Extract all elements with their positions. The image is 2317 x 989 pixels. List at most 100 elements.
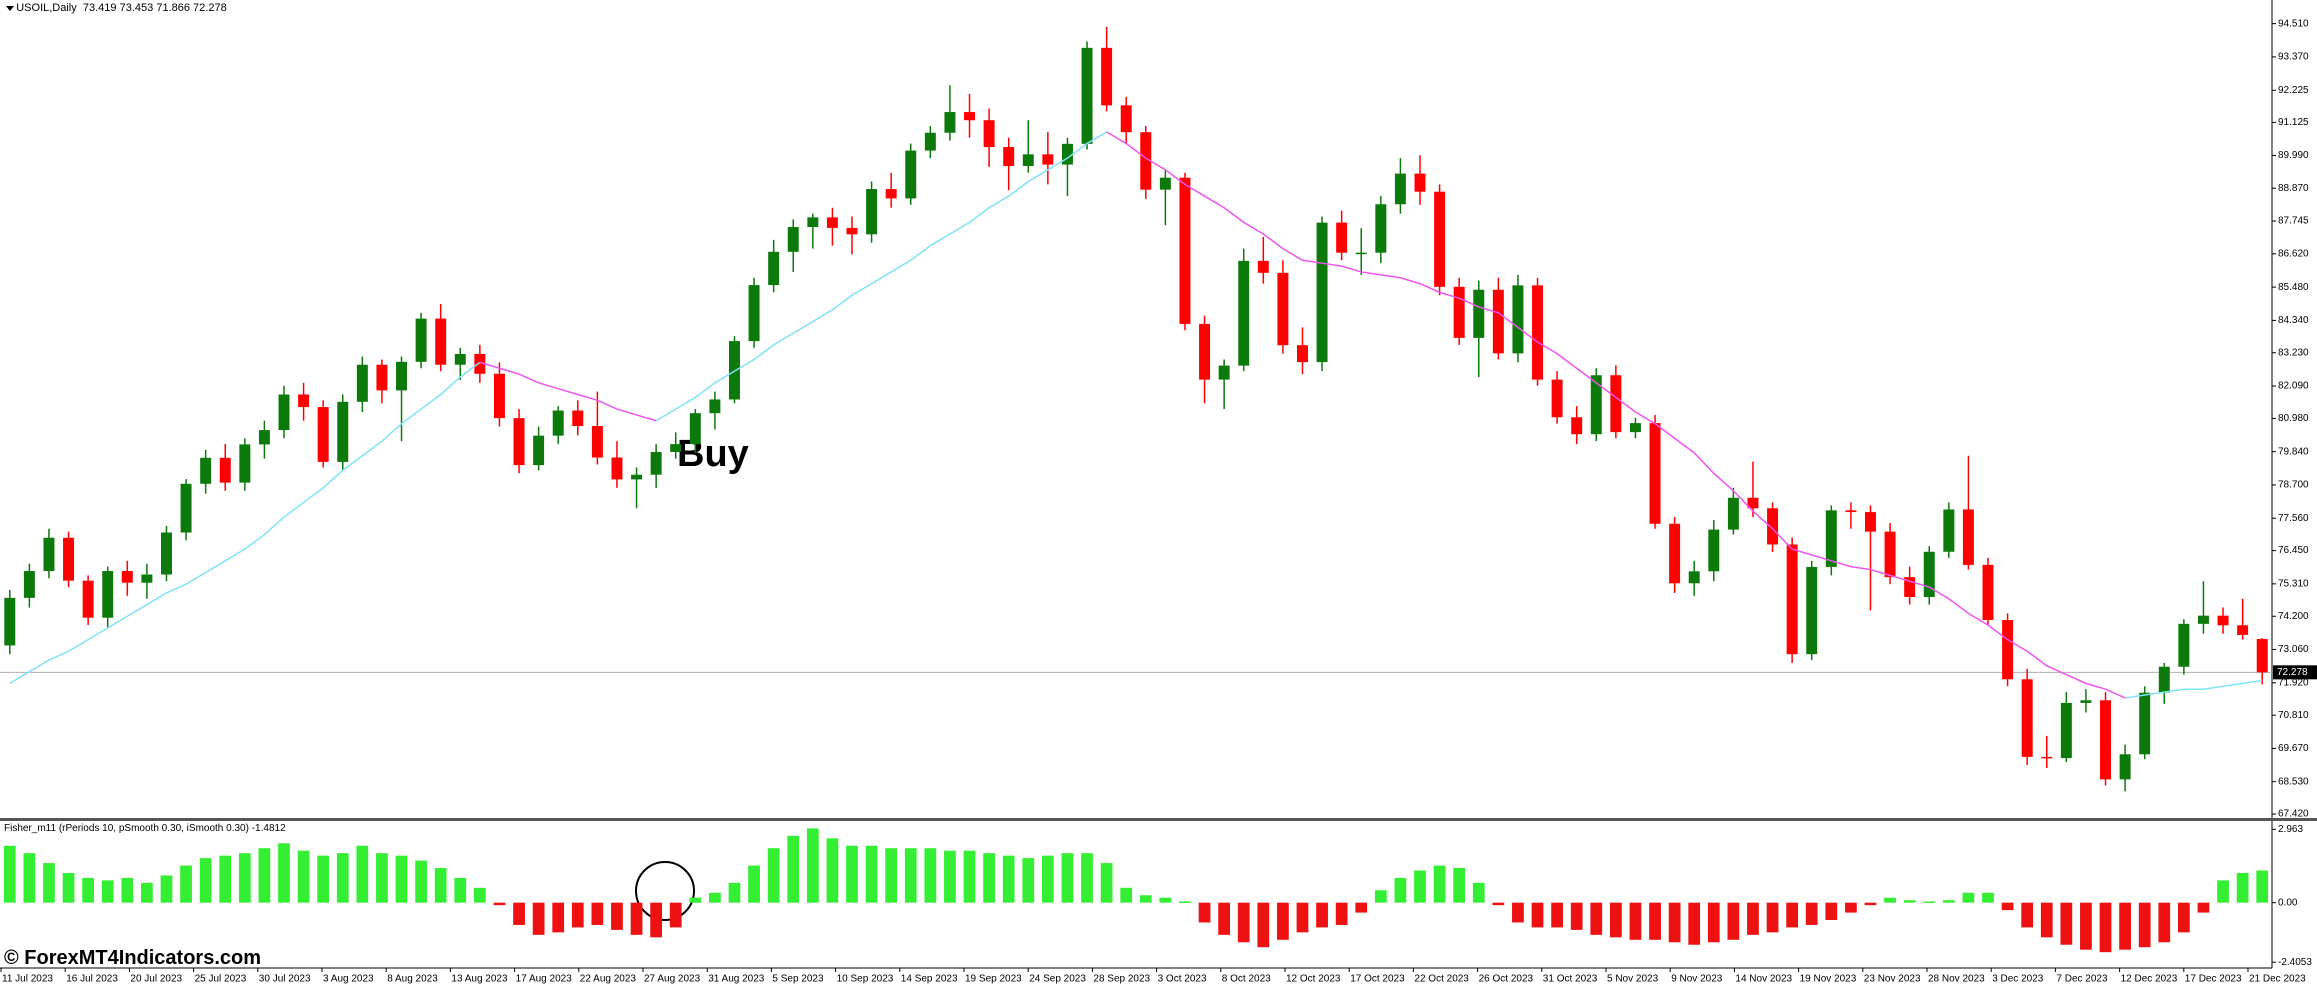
- x-tick-label: 17 Oct 2023: [1350, 974, 1405, 985]
- moving-average: [479, 361, 657, 422]
- y-tick-label: 70.810: [2278, 710, 2309, 721]
- candle-body: [533, 435, 545, 466]
- x-tick-label: 28 Sep 2023: [1093, 974, 1150, 985]
- candle-body: [983, 120, 995, 148]
- fisher-bar: [180, 865, 192, 903]
- symbol-menu-arrow[interactable]: [6, 6, 14, 11]
- candle-body: [1414, 173, 1426, 192]
- candle-body: [376, 364, 388, 391]
- fisher-bar: [1766, 902, 1779, 933]
- x-tick-label: 12 Oct 2023: [1286, 974, 1341, 985]
- fisher-bar: [1531, 902, 1544, 928]
- candle-body: [728, 341, 740, 400]
- candle-body: [23, 571, 35, 598]
- candle-body: [1394, 173, 1406, 205]
- x-tick-label: 21 Dec 2023: [2249, 974, 2306, 985]
- fisher-bar: [1159, 897, 1172, 903]
- fisher-bar: [258, 848, 271, 903]
- candle-body: [552, 410, 564, 436]
- fisher-bar: [1942, 900, 1955, 903]
- fisher-bar: [1923, 901, 1936, 903]
- candle-body: [709, 399, 721, 414]
- signal-circle: [635, 861, 695, 921]
- y-tick-label: 92.225: [2278, 85, 2309, 96]
- fisher-bar: [1492, 902, 1505, 906]
- fisher-bar: [1100, 863, 1113, 903]
- fisher-bar: [141, 882, 153, 903]
- y-tick-label: 91.125: [2278, 117, 2309, 128]
- fisher-bar: [611, 902, 623, 930]
- candle-body: [493, 373, 505, 419]
- x-tick-label: 3 Oct 2023: [1158, 974, 1207, 985]
- x-tick-label: 8 Aug 2023: [387, 974, 438, 985]
- fisher-bar: [532, 902, 545, 935]
- candle-body: [121, 571, 133, 583]
- candle-body: [1453, 286, 1465, 338]
- candle-body: [2178, 623, 2190, 667]
- fisher-bar: [2236, 872, 2249, 903]
- fisher-bar: [2177, 902, 2190, 933]
- candle-body: [1786, 544, 1798, 655]
- moving-average: [9, 361, 481, 685]
- fisher-bar: [1786, 902, 1799, 928]
- fisher-bar: [787, 835, 800, 903]
- fisher-bar: [1335, 902, 1348, 925]
- fisher-bar: [1629, 902, 1642, 940]
- candle-body: [200, 457, 212, 484]
- x-tick-label: 31 Oct 2023: [1543, 974, 1598, 985]
- candle-body: [1081, 47, 1093, 144]
- y-tick-label: 0.00: [2278, 897, 2298, 908]
- candle-body: [1120, 105, 1132, 133]
- candle-body: [787, 227, 799, 252]
- fisher-bar: [2119, 902, 2131, 950]
- fisher-bar: [336, 853, 349, 903]
- candle-body: [298, 394, 310, 408]
- fisher-bar: [1845, 902, 1857, 913]
- fisher-bar: [1002, 855, 1015, 903]
- fisher-bar: [748, 865, 760, 903]
- fisher-bar: [1727, 902, 1740, 940]
- fisher-bar: [1825, 902, 1838, 920]
- candle-body: [1708, 529, 1720, 572]
- y-tick-label: 83.230: [2278, 347, 2309, 358]
- x-tick-label: 8 Oct 2023: [1222, 974, 1271, 985]
- candle-body: [1355, 252, 1367, 255]
- candle-body: [258, 430, 270, 445]
- x-tick-label: 31 Aug 2023: [708, 974, 765, 985]
- indicator-value: -1.4812: [251, 823, 286, 834]
- candle-body: [650, 451, 662, 475]
- candle-body: [591, 426, 603, 458]
- y-tick-label: 67.420: [2278, 809, 2309, 820]
- fisher-bar: [2217, 880, 2229, 903]
- fisher-bar: [650, 902, 663, 938]
- fisher-bar: [1982, 892, 1994, 903]
- fisher-bar: [767, 848, 780, 903]
- y-tick-label: 74.200: [2278, 611, 2309, 622]
- candle-body: [964, 112, 976, 121]
- candle-body: [2256, 639, 2268, 673]
- candle-body: [1473, 289, 1485, 338]
- fisher-bar: [317, 855, 330, 903]
- fisher-bar: [1257, 902, 1270, 948]
- fisher-bar: [571, 902, 584, 928]
- candle-body: [180, 483, 192, 533]
- x-tick-label: 9 Nov 2023: [1671, 974, 1723, 985]
- x-tick-label: 20 Jul 2023: [130, 974, 182, 985]
- candle-body: [4, 597, 16, 646]
- candle-body: [1845, 510, 1857, 513]
- fisher-bar: [2256, 870, 2269, 903]
- fisher-bar: [689, 897, 702, 903]
- candle-body: [1943, 509, 1955, 552]
- watermark: © ForexMT4Indicators.com: [4, 947, 262, 969]
- candle-body: [1101, 47, 1113, 106]
- fisher-bar: [709, 892, 721, 903]
- fisher-bar: [2138, 902, 2151, 948]
- fisher-bar: [1884, 897, 1896, 903]
- fisher-bar: [2040, 902, 2053, 938]
- candle-body: [239, 444, 251, 483]
- y-tick-label: 93.370: [2278, 52, 2309, 63]
- y-tick-label: 89.990: [2278, 150, 2309, 161]
- fisher-bar: [983, 853, 995, 903]
- candle-body: [513, 418, 525, 466]
